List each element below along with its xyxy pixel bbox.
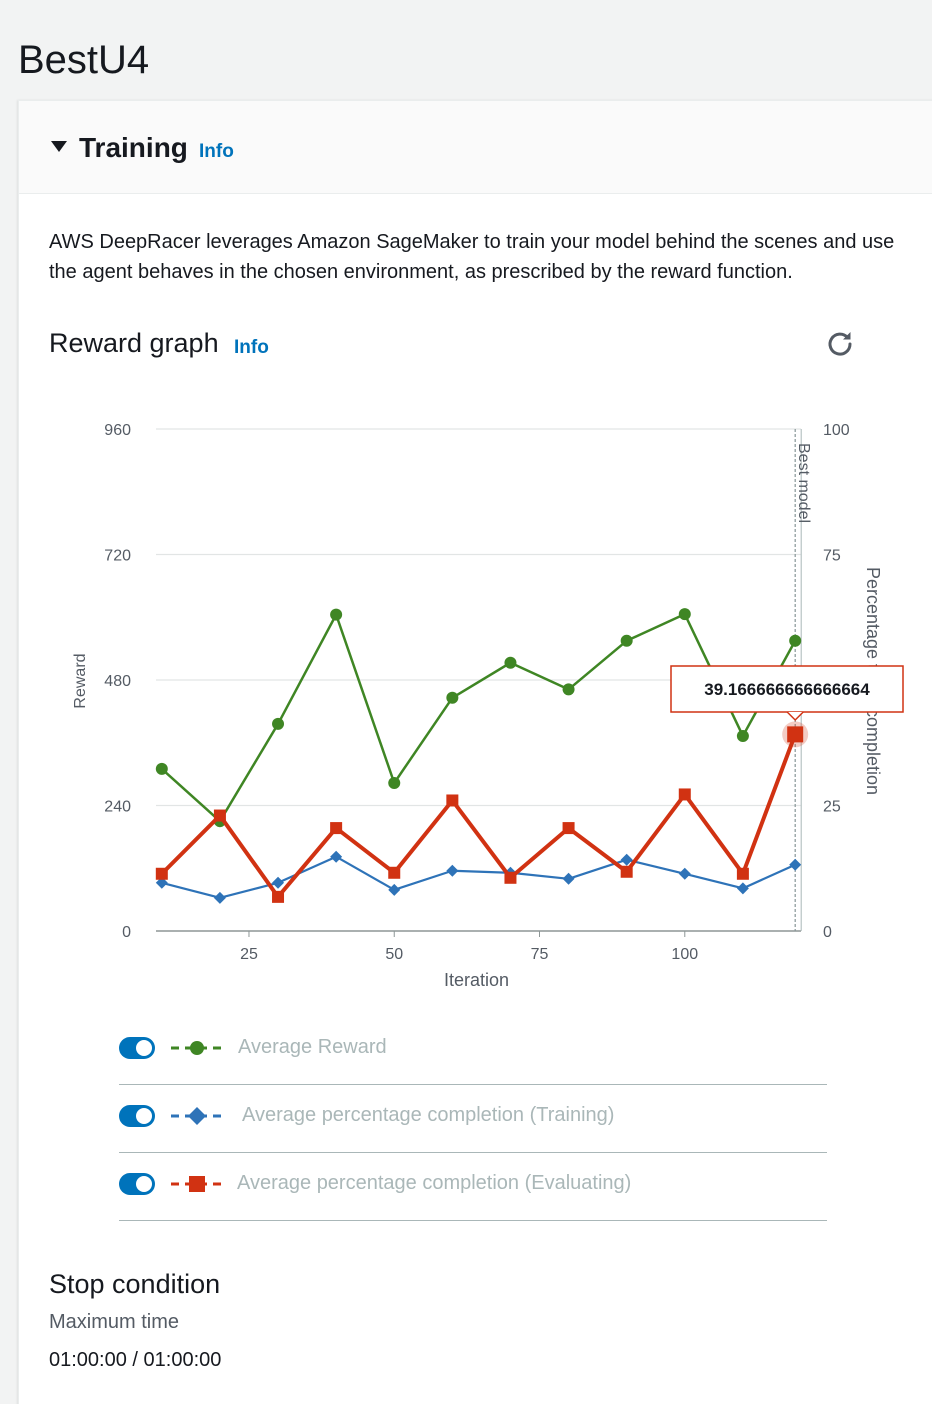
data-point bbox=[620, 853, 633, 866]
series-line-1 bbox=[161, 855, 796, 899]
data-point bbox=[736, 882, 749, 895]
reward-graph-title: Reward graph bbox=[49, 328, 219, 358]
data-point bbox=[562, 822, 575, 835]
legend-label: Average Reward bbox=[238, 1036, 387, 1058]
data-point bbox=[620, 865, 633, 878]
legend-item-average-reward[interactable]: Average Reward bbox=[119, 1017, 827, 1085]
y2-tick-label: 25 bbox=[823, 799, 841, 816]
data-point bbox=[736, 867, 749, 880]
series-line-2 bbox=[160, 733, 798, 899]
x-tick-label: 50 bbox=[385, 946, 403, 963]
data-point bbox=[446, 691, 459, 704]
x-tick-label: 100 bbox=[671, 946, 698, 963]
toggle-evaluating-completion[interactable] bbox=[119, 1173, 155, 1195]
data-point bbox=[446, 864, 459, 877]
data-point bbox=[155, 762, 168, 775]
series-line-0 bbox=[160, 612, 797, 823]
data-point bbox=[736, 729, 749, 742]
stop-condition-title: Stop condition bbox=[49, 1269, 221, 1299]
refresh-button[interactable] bbox=[825, 328, 855, 358]
data-point bbox=[388, 883, 401, 896]
green-circle-line-icon bbox=[171, 1041, 223, 1055]
stop-condition-value: 01:00:00 / 01:00:00 bbox=[49, 1349, 222, 1371]
data-point bbox=[789, 858, 802, 871]
y-tick-label: 240 bbox=[104, 799, 131, 816]
red-square-line-icon bbox=[171, 1176, 223, 1192]
stop-condition-label: Maximum time bbox=[49, 1311, 180, 1333]
data-point bbox=[678, 608, 691, 621]
y2-tick-label: 100 bbox=[823, 422, 850, 439]
data-point bbox=[330, 822, 343, 835]
data-point bbox=[330, 608, 343, 621]
refresh-icon bbox=[828, 332, 852, 356]
toggle-training-completion[interactable] bbox=[119, 1105, 155, 1127]
x-tick-label: 75 bbox=[531, 946, 549, 963]
description-line-2: the agent behaves in the chosen environm… bbox=[49, 261, 793, 283]
legend-item-evaluating-completion[interactable]: Average percentage completion (Evaluatin… bbox=[119, 1153, 827, 1221]
data-point bbox=[504, 656, 517, 669]
training-title[interactable]: Training bbox=[79, 132, 188, 163]
data-point bbox=[330, 850, 343, 863]
data-point bbox=[789, 634, 802, 647]
legend-item-training-completion[interactable]: Average percentage completion (Training) bbox=[119, 1085, 827, 1153]
legend-label: Average percentage completion (Training) bbox=[242, 1104, 615, 1126]
data-point bbox=[388, 866, 401, 879]
y-tick-label: 720 bbox=[104, 548, 131, 565]
description-line-1: AWS DeepRacer leverages Amazon SageMaker… bbox=[49, 231, 895, 253]
training-panel: Training Info AWS DeepRacer leverages Am… bbox=[18, 100, 932, 1404]
data-point bbox=[213, 891, 226, 904]
y-tick-label: 0 bbox=[122, 924, 131, 941]
tooltip-box bbox=[670, 665, 904, 713]
data-point bbox=[787, 726, 804, 743]
reward-graph-info-link[interactable]: Info bbox=[234, 337, 269, 358]
data-point bbox=[272, 890, 285, 903]
best-model-label: Best model bbox=[795, 443, 812, 523]
training-panel-header[interactable]: Training Info bbox=[19, 101, 932, 194]
caret-down-icon[interactable] bbox=[51, 141, 67, 152]
page-title: BestU4 bbox=[18, 38, 150, 82]
data-point bbox=[504, 871, 517, 884]
data-point bbox=[155, 867, 168, 880]
x-tick-label: 25 bbox=[240, 946, 258, 963]
y-tick-label: 480 bbox=[104, 673, 131, 690]
data-point bbox=[272, 876, 285, 889]
tooltip-value: 39.166666666666664 bbox=[704, 680, 870, 699]
toggle-average-reward[interactable] bbox=[119, 1037, 155, 1059]
tooltip-pointer bbox=[786, 711, 804, 722]
data-point bbox=[678, 867, 691, 880]
training-description: AWS DeepRacer leverages Amazon SageMaker… bbox=[49, 227, 932, 287]
data-point bbox=[446, 794, 459, 807]
y-axis-title: Reward bbox=[72, 653, 89, 708]
data-point bbox=[213, 809, 226, 822]
legend-label: Average percentage completion (Evaluatin… bbox=[237, 1172, 632, 1194]
data-point bbox=[155, 876, 168, 889]
data-point bbox=[678, 788, 691, 801]
data-point bbox=[620, 634, 633, 647]
y-tick-label: 960 bbox=[104, 422, 131, 439]
x-axis-title: Iteration bbox=[444, 970, 509, 990]
data-point bbox=[388, 777, 401, 790]
y2-tick-label: 0 bbox=[823, 924, 832, 941]
data-point bbox=[562, 872, 575, 885]
data-point bbox=[562, 683, 575, 696]
data-point bbox=[272, 717, 285, 730]
training-info-link[interactable]: Info bbox=[199, 141, 234, 162]
y2-tick-label: 75 bbox=[823, 548, 841, 565]
blue-diamond-line-icon bbox=[171, 1107, 223, 1125]
